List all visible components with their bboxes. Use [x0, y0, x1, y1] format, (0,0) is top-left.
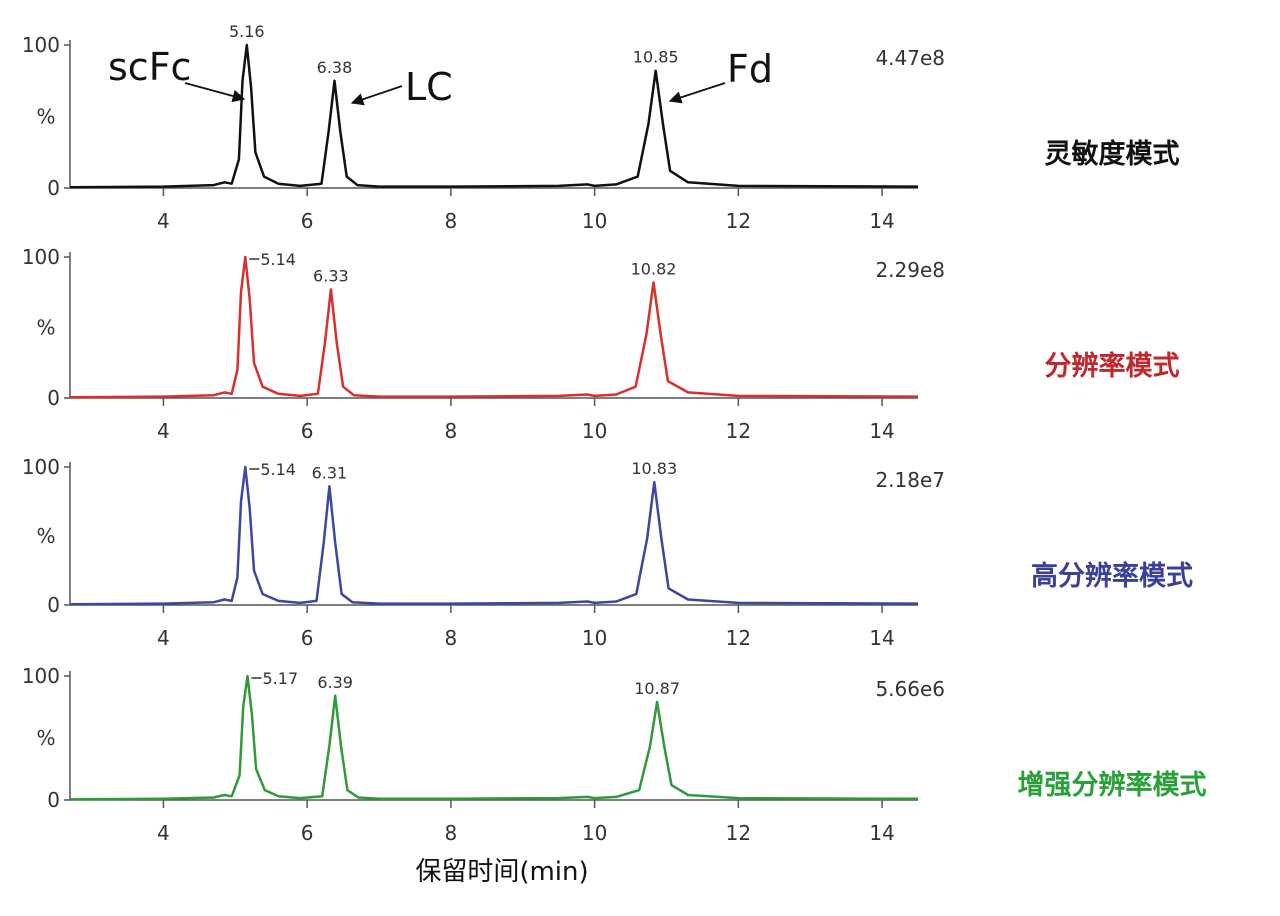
peak-label: 5.14: [260, 250, 296, 269]
y-axis-label: %: [36, 524, 55, 548]
mode-label: 增强分辨率模式: [1018, 769, 1207, 801]
annotation-arrow: [350, 85, 403, 106]
x-tick-label: 12: [726, 209, 751, 233]
y-tick-label: 100: [22, 245, 60, 269]
x-tick-label: 10: [582, 626, 607, 650]
x-axis-label: 保留时间(min): [415, 857, 588, 887]
x-tick-label: 4: [157, 209, 170, 233]
peak-annotation: Fd: [727, 47, 773, 91]
peak-annotation: scFc: [108, 45, 191, 89]
y-tick-label: 100: [22, 33, 60, 57]
x-tick-label: 4: [157, 626, 170, 650]
y-tick-label: 0: [47, 386, 60, 410]
mode-label: 分辨率模式: [1045, 350, 1180, 382]
peak-label: 10.87: [634, 679, 680, 698]
x-tick-label: 8: [445, 419, 458, 443]
peak-annotation: LC: [405, 65, 453, 109]
x-tick-label: 6: [301, 419, 314, 443]
x-tick-label: 14: [869, 626, 894, 650]
peak-label: 10.83: [631, 459, 677, 478]
y-tick-label: 0: [47, 788, 60, 812]
x-tick-label: 6: [301, 626, 314, 650]
intensity-label: 2.29e8: [875, 258, 945, 282]
x-tick-label: 6: [301, 209, 314, 233]
y-axis-label: %: [36, 105, 55, 129]
trace: [69, 43, 919, 189]
mode-label: 灵敏度模式: [1045, 138, 1180, 170]
x-tick-label: 4: [157, 419, 170, 443]
x-tick-label: 14: [869, 419, 894, 443]
intensity-label: 2.18e7: [875, 468, 945, 492]
y-axis-label: %: [36, 316, 55, 340]
x-tick-label: 8: [445, 821, 458, 845]
y-tick-label: 100: [22, 455, 60, 479]
x-tick-label: 6: [301, 821, 314, 845]
annotation-arrow: [668, 82, 726, 104]
trace: [69, 674, 919, 801]
peak-label: 6.39: [317, 673, 353, 692]
trace: [69, 465, 919, 606]
peak-label: 10.85: [633, 48, 679, 67]
x-tick-label: 10: [582, 821, 607, 845]
x-tick-label: 12: [726, 626, 751, 650]
x-tick-label: 14: [869, 209, 894, 233]
intensity-label: 5.66e6: [875, 677, 945, 701]
x-tick-label: 4: [157, 821, 170, 845]
mode-label: 高分辨率模式: [1031, 560, 1193, 592]
x-tick-label: 12: [726, 821, 751, 845]
intensity-label: 4.47e8: [875, 46, 945, 70]
x-tick-label: 10: [582, 209, 607, 233]
peak-label: 6.31: [312, 463, 348, 482]
x-tick-label: 8: [445, 209, 458, 233]
y-tick-label: 100: [22, 664, 60, 688]
x-tick-label: 14: [869, 821, 894, 845]
peak-label: 5.17: [263, 669, 299, 688]
trace: [69, 255, 919, 399]
y-axis-label: %: [36, 726, 55, 750]
x-tick-label: 12: [726, 419, 751, 443]
x-tick-label: 10: [582, 419, 607, 443]
peak-label: 5.16: [229, 22, 265, 41]
peak-label: 6.38: [317, 58, 353, 77]
y-tick-label: 0: [47, 176, 60, 200]
peak-label: 10.82: [631, 259, 677, 278]
y-tick-label: 0: [47, 593, 60, 617]
x-tick-label: 8: [445, 626, 458, 650]
peak-label: 5.14: [260, 460, 296, 479]
peak-label: 6.33: [313, 266, 349, 285]
annotation-arrow: [184, 82, 246, 103]
